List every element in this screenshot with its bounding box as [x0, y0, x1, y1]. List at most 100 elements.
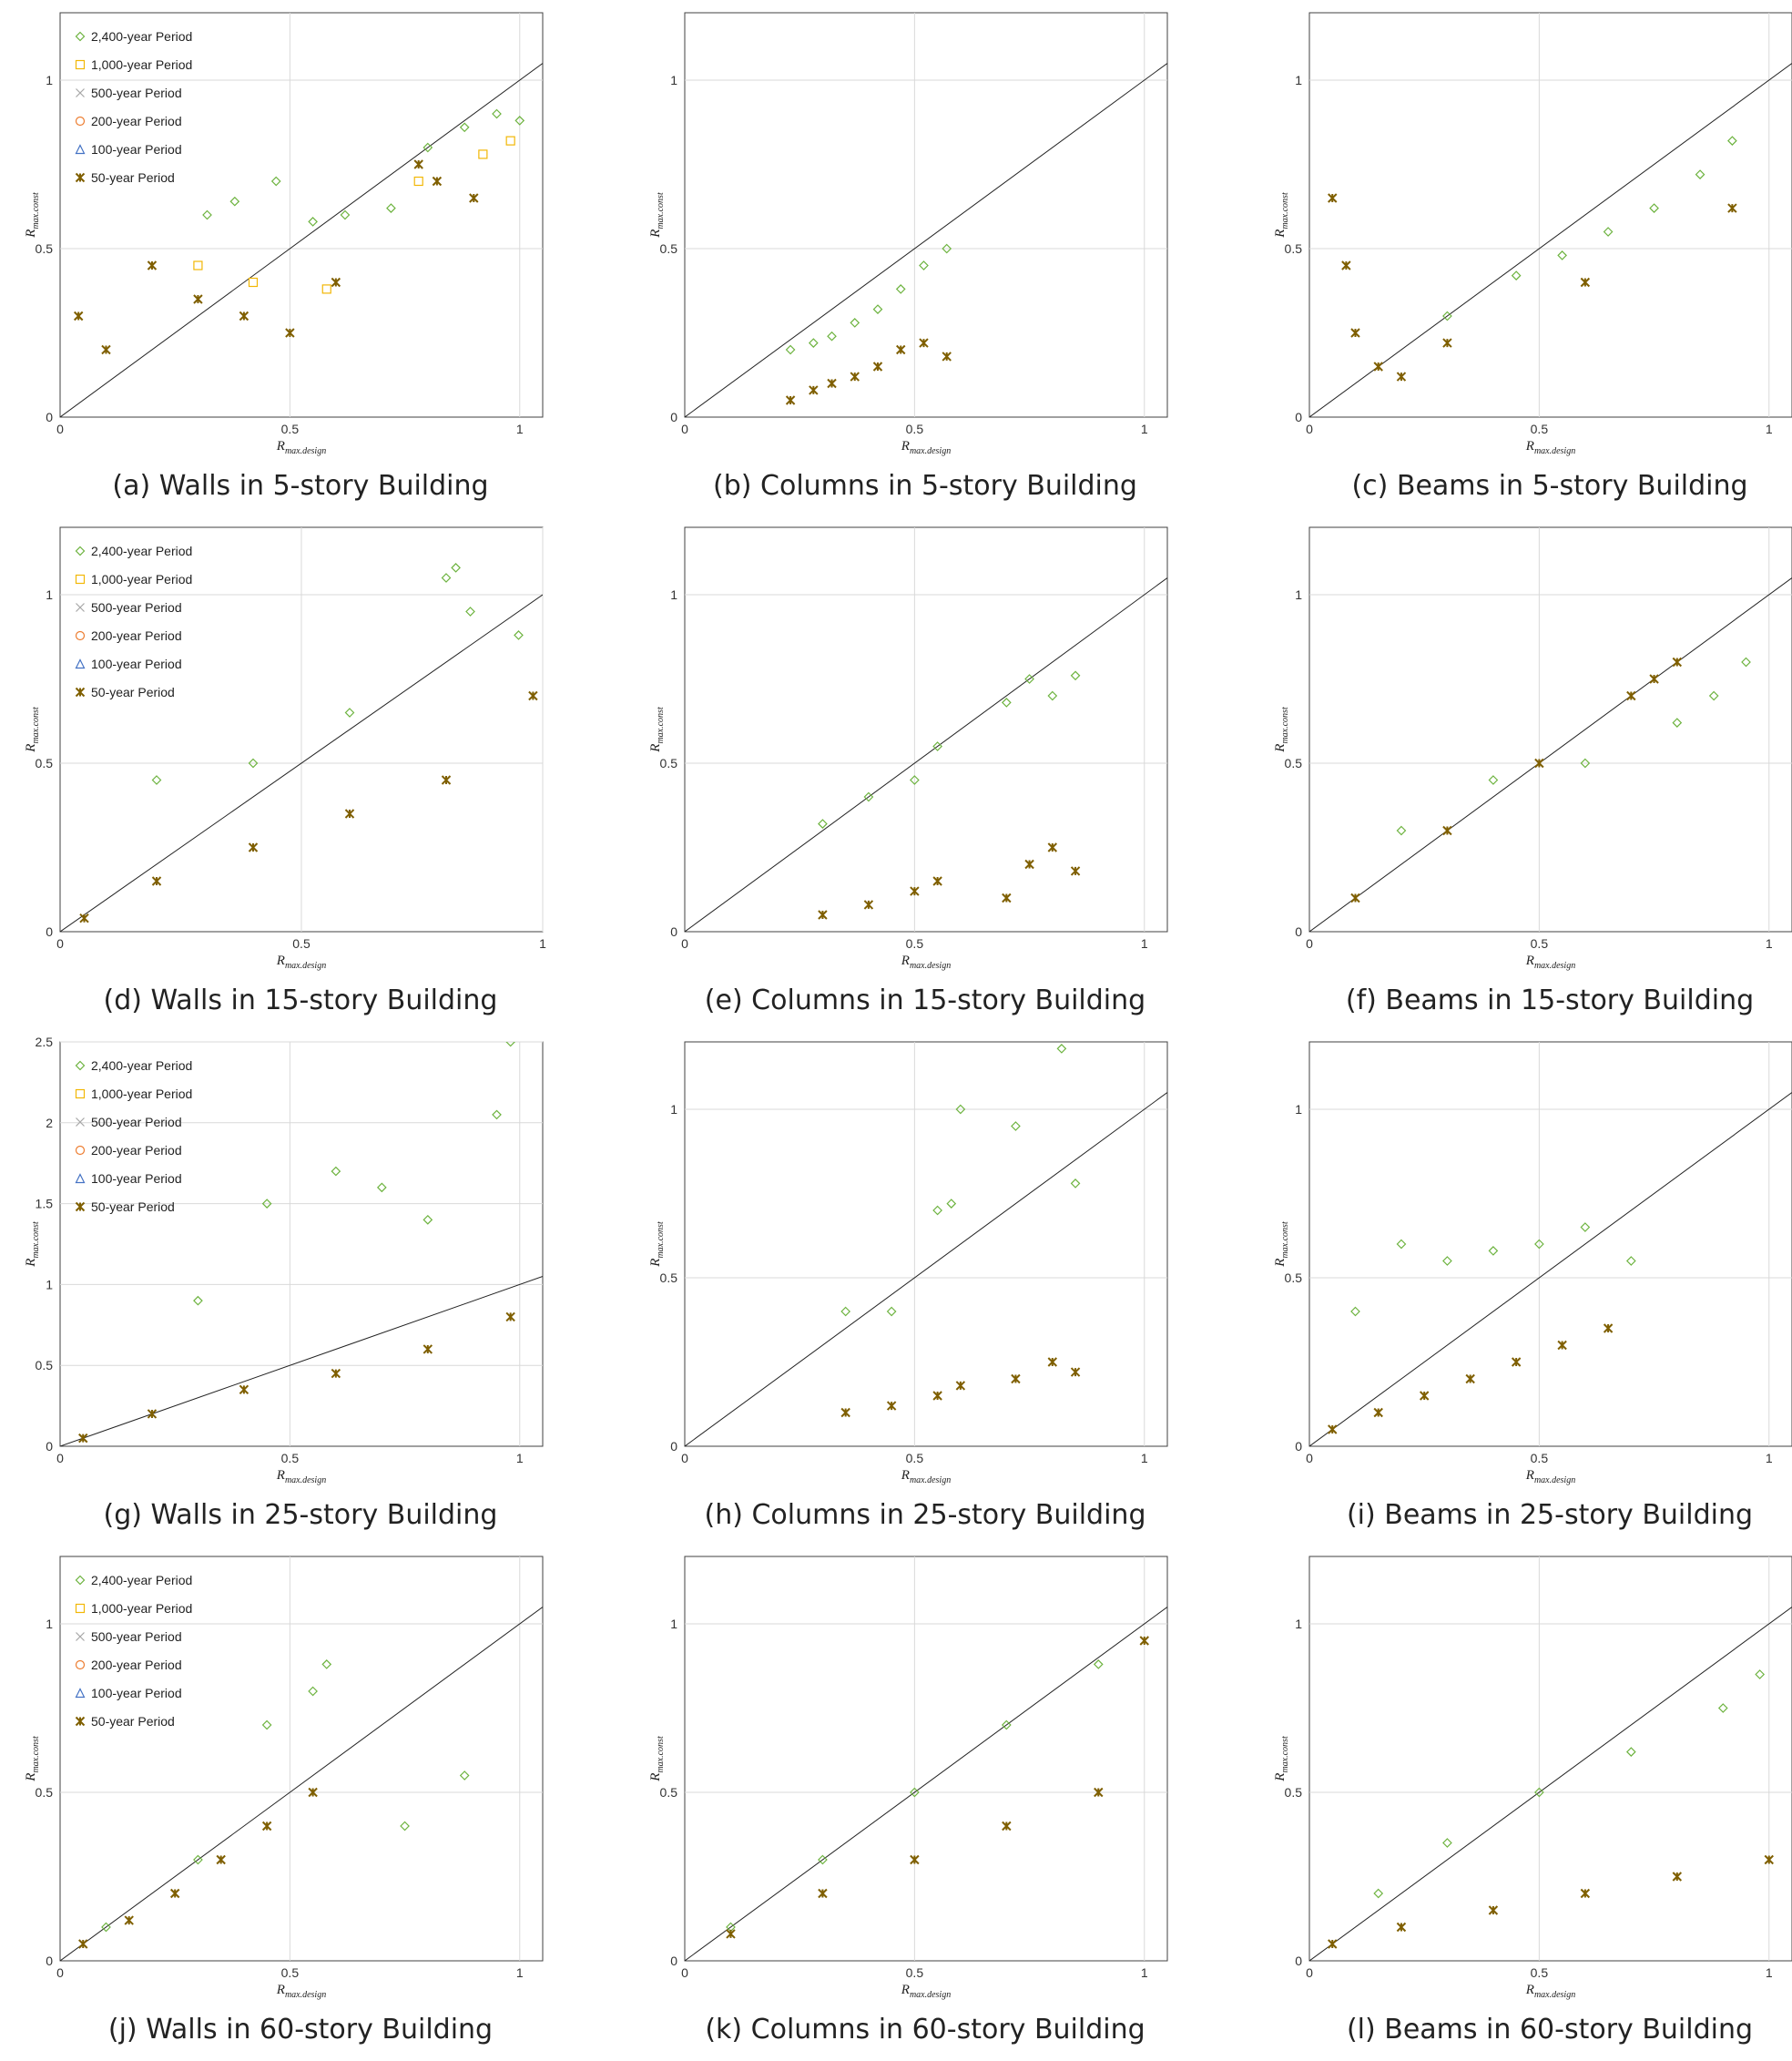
x-tick-label: 1	[1766, 1451, 1773, 1465]
x-tick-label: 1	[1141, 936, 1148, 951]
data-point	[239, 311, 249, 321]
data-point	[818, 819, 828, 829]
data-point	[808, 338, 819, 348]
legend-entry: 50-year Period	[91, 170, 175, 185]
y-tick-label: 0	[670, 1439, 677, 1454]
x-tick-label: 1	[1141, 1451, 1148, 1465]
reference-line-y-equals-x	[685, 63, 1167, 417]
plot-area	[684, 526, 1168, 933]
data-points	[1328, 1669, 1774, 1949]
x-tick-label: 0.5	[281, 422, 300, 436]
legend-marker	[75, 546, 86, 556]
data-point	[910, 1787, 920, 1798]
data-point	[1001, 698, 1012, 708]
y-axis-label: Rmax.const	[24, 1221, 41, 1268]
legend-marker	[75, 172, 86, 183]
data-point	[1727, 203, 1737, 213]
data-point	[151, 876, 162, 886]
data-point	[1580, 277, 1591, 288]
x-tick-label: 0.5	[1531, 1965, 1549, 1980]
chart-caption: (h) Columns in 25-story Building	[704, 1499, 1146, 1531]
chart-caption: (g) Walls in 25-story Building	[103, 1499, 498, 1531]
data-point	[73, 311, 84, 321]
data-point	[423, 142, 433, 153]
data-point	[1625, 1747, 1636, 1757]
data-point	[344, 809, 355, 819]
legend-marker	[75, 116, 86, 127]
data-point	[818, 910, 828, 920]
data-point	[459, 122, 470, 133]
y-axis-label: Rmax.const	[24, 1736, 41, 1782]
plot-area	[1308, 526, 1792, 933]
data-point	[1350, 1306, 1360, 1317]
legend-entry: 1,000-year Period	[91, 1601, 192, 1616]
data-point	[1534, 1787, 1544, 1798]
x-axis-label: Rmax.design	[901, 439, 951, 456]
data-point	[1373, 362, 1383, 372]
reference-line-y-equals-x	[60, 63, 543, 417]
data-point	[151, 775, 162, 785]
x-tick-label: 0	[1306, 1965, 1313, 1980]
scatter-chart: 0 0.5 1 0 0.5 1 Rmax.design Rmax.const 2,400-yea…	[24, 12, 544, 456]
data-point	[229, 196, 240, 207]
data-points	[78, 1042, 516, 1444]
data-point	[1396, 372, 1407, 382]
y-axis-label: Rmax.const	[24, 707, 41, 753]
data-point	[492, 108, 502, 119]
data-point	[465, 607, 475, 617]
x-axis-label: Rmax.design	[1525, 1468, 1575, 1485]
data-point	[827, 378, 837, 389]
legend-marker	[75, 1060, 86, 1071]
data-point	[147, 260, 158, 270]
legend-entry: 100-year Period	[91, 142, 182, 157]
data-point	[101, 344, 111, 355]
data-points	[785, 243, 952, 405]
chart-panel: 0 0.5 1 0 0.5 1 Rmax.design Rmax.const (k) Colum…	[643, 1551, 1207, 2061]
reference-line-y-equals-x	[60, 594, 543, 932]
scatter-chart: 0 0.5 1 0 0.5 1 Rmax.design Rmax.const	[1273, 1041, 1792, 1485]
chart-caption: (d) Walls in 15-story Building	[103, 985, 498, 1016]
data-point	[1002, 1821, 1012, 1831]
data-points	[818, 670, 1081, 920]
y-axis-label: Rmax.const	[1273, 1221, 1290, 1268]
data-point	[270, 176, 281, 187]
x-tick-label: 0	[56, 936, 64, 951]
data-point	[785, 395, 796, 405]
y-tick-label: 0	[670, 1954, 677, 1968]
x-tick-label: 0.5	[906, 422, 924, 436]
data-point	[1396, 1922, 1407, 1933]
legend-entry: 200-year Period	[91, 1143, 182, 1158]
y-tick-label: 1.5	[36, 1197, 54, 1211]
data-points	[1328, 136, 1737, 382]
data-point	[331, 1166, 341, 1177]
data-point	[1350, 893, 1360, 903]
y-tick-label: 0.5	[1285, 1270, 1303, 1285]
reference-line-y-equals-x	[1309, 1092, 1792, 1446]
chart-caption: (f) Beams in 15-story Building	[1345, 985, 1755, 1016]
chart-panel: 0 0.5 1 0 0.5 1 Rmax.design Rmax.const 2,400-yea…	[18, 7, 583, 517]
data-point	[124, 1915, 134, 1925]
data-point	[202, 209, 212, 220]
data-point	[1511, 270, 1522, 281]
legend-entry: 2,400-year Period	[91, 544, 192, 558]
y-tick-label: 2.5	[36, 1035, 54, 1049]
data-point	[1672, 657, 1683, 668]
legend-entry: 500-year Period	[91, 86, 182, 100]
x-tick-label: 0.5	[906, 1965, 924, 1980]
x-tick-label: 0	[1306, 1451, 1313, 1465]
data-point	[1465, 1373, 1475, 1384]
data-point	[78, 1433, 88, 1444]
data-point	[1002, 893, 1012, 903]
data-point	[955, 1104, 966, 1115]
x-tick-label: 0.5	[1531, 422, 1549, 436]
legend-entry: 1,000-year Period	[91, 57, 192, 72]
legend-marker	[75, 59, 86, 70]
data-point	[1695, 169, 1705, 179]
chart-caption: (b) Columns in 5-story Building	[713, 470, 1137, 502]
data-point	[1534, 758, 1544, 769]
data-point	[239, 1384, 249, 1395]
reference-line-y-equals-x	[1309, 577, 1792, 932]
data-point	[1672, 718, 1683, 728]
data-point	[432, 176, 443, 187]
legend-marker	[75, 1659, 86, 1670]
